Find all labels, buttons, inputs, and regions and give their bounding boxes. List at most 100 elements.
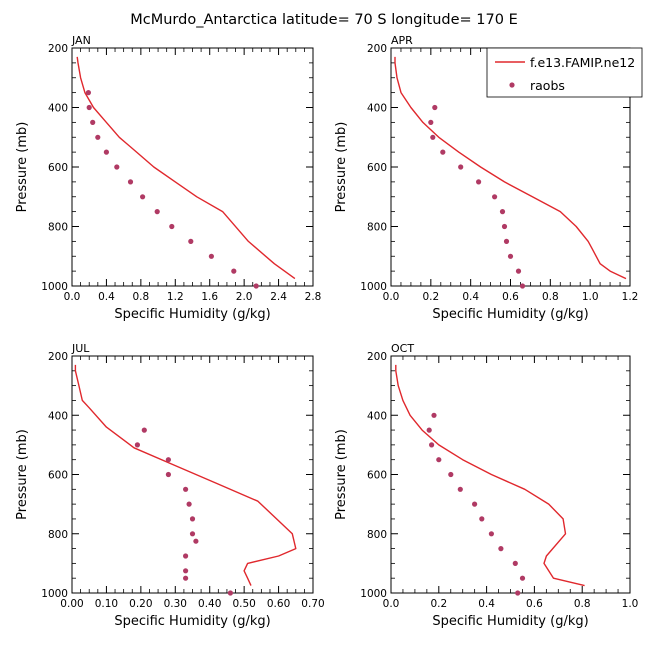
y-tick-label: 1000 [360, 281, 387, 293]
raobs-point [519, 575, 526, 581]
y-tick-label: 200 [367, 43, 387, 55]
x-tick-label: 1.6 [201, 291, 218, 303]
plot-frame [71, 355, 314, 594]
raobs-point [103, 149, 109, 155]
x-tick-label: 0.4 [478, 598, 495, 610]
x-tick-label: 0.10 [95, 598, 118, 610]
y-axis-label: Pressure (mb) [334, 429, 349, 520]
raobs-point [430, 134, 436, 140]
raobs-point [436, 457, 442, 463]
model-profile-line [395, 364, 585, 587]
x-tick-label: 1.0 [582, 291, 599, 303]
x-tick-label: 0.0 [64, 291, 81, 303]
y-tick-label: 200 [48, 351, 68, 363]
model-profile-line [74, 364, 297, 586]
legend-dot-marker [509, 82, 515, 88]
panel-title: APR [391, 34, 413, 47]
y-axis-label: Pressure (mb) [15, 122, 30, 213]
x-tick-label: 1.0 [622, 598, 639, 610]
raobs-point [165, 471, 171, 478]
y-tick-label: 1000 [360, 588, 387, 600]
raobs-point [208, 253, 214, 259]
y-tick-label: 600 [367, 470, 387, 482]
raobs-point [134, 442, 140, 448]
x-tick-label: 0.0 [383, 291, 400, 303]
legend-box [486, 47, 643, 98]
figure-title: McMurdo_Antarctica latitude= 70 S longit… [130, 12, 517, 28]
raobs-point [448, 471, 454, 478]
x-tick-label: 0.6 [526, 598, 543, 610]
x-tick-label: 0.8 [542, 291, 559, 303]
y-tick-label: 800 [48, 222, 68, 234]
x-tick-label: 0.4 [462, 291, 479, 303]
y-tick-label: 200 [48, 43, 68, 55]
raobs-point [114, 164, 120, 170]
x-axis-label: Specific Humidity (g/kg) [432, 307, 588, 322]
x-tick-label: 1.2 [167, 291, 184, 303]
raobs-point [183, 575, 189, 581]
raobs-point [231, 268, 237, 274]
x-tick-label: 0.2 [430, 598, 447, 610]
plot-frame [390, 355, 631, 594]
raobs-point [488, 531, 494, 537]
y-axis-label: Pressure (mb) [15, 429, 30, 520]
raobs-point [227, 590, 233, 596]
raobs-point [188, 238, 194, 244]
y-tick-label: 800 [48, 529, 68, 541]
x-axis-label: Specific Humidity (g/kg) [432, 614, 588, 629]
raobs-point [186, 501, 192, 507]
x-tick-label: 0.70 [301, 598, 324, 610]
y-tick-label: 400 [48, 103, 68, 115]
raobs-point [472, 501, 478, 507]
raobs-point [431, 412, 437, 418]
x-axis-label: Specific Humidity (g/kg) [114, 307, 270, 322]
raobs-point [127, 179, 134, 185]
plot-frame [71, 47, 314, 287]
raobs-point [154, 209, 160, 215]
raobs-point [253, 283, 259, 289]
x-tick-label: 0.00 [60, 598, 83, 610]
x-tick-label: 0.2 [422, 291, 439, 303]
raobs-point [428, 119, 434, 125]
model-profile-line [394, 56, 627, 280]
raobs-point [165, 457, 171, 463]
x-tick-label: 0.50 [232, 598, 255, 610]
raobs-point [503, 238, 510, 244]
y-tick-label: 1000 [41, 588, 68, 600]
panel-jan: JAN 0.0 0.4 0.8 1.2 1.6 2.0 2.4 2.8 200 400 600 800 1… [15, 34, 321, 322]
raobs-point [519, 283, 526, 289]
legend-label-model: f.e13.FAMIP.ne12 [530, 55, 635, 70]
y-tick-label: 800 [367, 222, 387, 234]
y-tick-label: 1000 [41, 281, 68, 293]
x-tick-label: 0.4 [98, 291, 115, 303]
raobs-point [498, 546, 504, 552]
y-tick-label: 400 [367, 410, 387, 422]
raobs-point [95, 134, 101, 140]
raobs-point [512, 560, 518, 567]
raobs-point [515, 268, 522, 274]
raobs-point [193, 538, 199, 544]
raobs-point [189, 516, 196, 522]
x-tick-label: 0.0 [383, 598, 400, 610]
panel-jul: JUL 0.00 0.10 0.20 0.30 0.40 0.50 0.60 0.70 200 40… [15, 342, 325, 629]
x-tick-label: 0.30 [164, 598, 187, 610]
y-tick-label: 400 [367, 103, 387, 115]
raobs-point [492, 194, 498, 200]
y-axis-label: Pressure (mb) [334, 122, 349, 213]
raobs-point [501, 223, 508, 230]
panel-apr: APR 0.0 0.2 0.4 0.6 0.8 1.0 1.2 200 400 600 800 1000… [334, 34, 638, 322]
x-tick-label: 0.8 [574, 598, 591, 610]
raobs-point [499, 209, 506, 215]
legend-label-obs: raobs [530, 78, 565, 93]
raobs-point [183, 568, 189, 574]
y-tick-label: 600 [48, 470, 68, 482]
x-axis-label: Specific Humidity (g/kg) [114, 614, 270, 629]
panel-title: OCT [391, 342, 414, 355]
y-tick-label: 400 [48, 410, 68, 422]
x-tick-label: 2.4 [270, 291, 287, 303]
panel-title: JUL [71, 342, 90, 355]
panel-oct: OCT 0.0 0.2 0.4 0.6 0.8 1.0 200 400 600 800 1000 Spe… [334, 342, 638, 629]
raobs-point [440, 149, 446, 155]
x-tick-label: 2.0 [236, 291, 253, 303]
